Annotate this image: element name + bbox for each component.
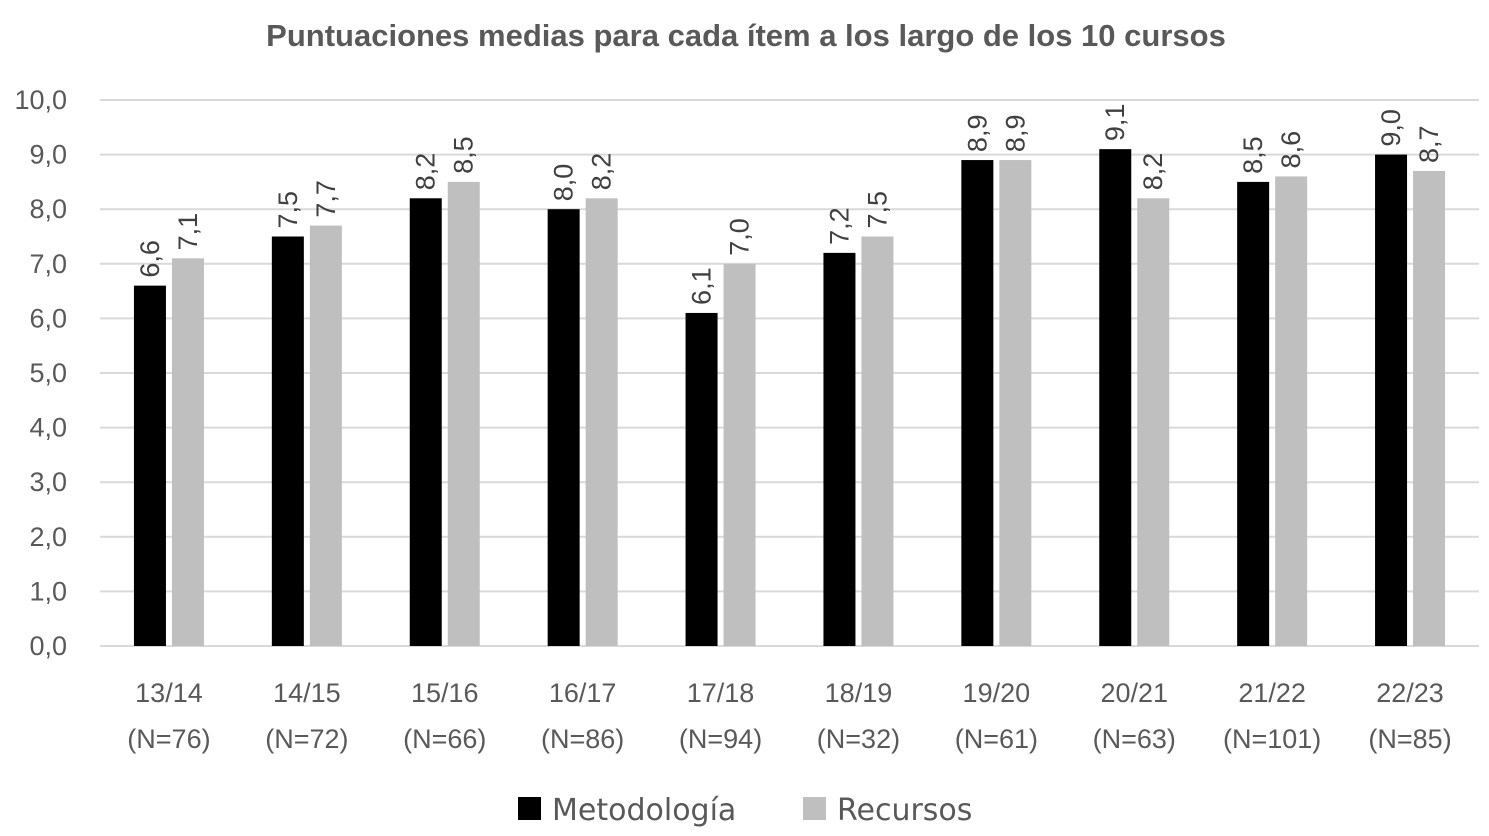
bar-recursos-17-18 (723, 263, 756, 646)
y-tick-label: 1,0 (29, 576, 67, 606)
x-tick-label-n: (N=94) (679, 724, 762, 754)
bar-recursos-20-21 (1137, 198, 1170, 646)
data-label: 6,6 (135, 240, 165, 278)
x-tick-label-n: (N=32) (817, 724, 900, 754)
x-tick-label-year: 17/18 (687, 678, 755, 708)
x-axis-ticks: 13/14 (N=76) 14/15 (N=72) 15/16 (N=66) 16/17 (N… (127, 678, 1451, 754)
bars (133, 149, 1446, 647)
x-tick-label-n: (N=86) (541, 724, 624, 754)
data-label: 8,7 (1414, 125, 1444, 163)
data-label: 7,1 (173, 213, 203, 251)
x-tick-label-year: 21/22 (1238, 678, 1306, 708)
data-label: 7,0 (725, 218, 755, 256)
bar-recursos-16-17 (585, 198, 618, 646)
y-tick-label: 5,0 (29, 358, 67, 388)
bar-metodologa-15-16 (409, 198, 442, 646)
legend-swatch-metodologia (518, 797, 541, 820)
x-tick-label-year: 13/14 (135, 678, 203, 708)
legend-label-recursos: Recursos (837, 793, 972, 828)
data-label: 8,5 (449, 136, 479, 174)
x-tick-label-year: 22/23 (1376, 678, 1444, 708)
data-label: 6,1 (687, 267, 717, 305)
bar-recursos-15-16 (447, 181, 480, 646)
legend-swatch-recursos (803, 797, 826, 820)
x-tick-label-year: 19/20 (963, 678, 1031, 708)
data-label: 7,7 (311, 180, 341, 218)
x-tick-label-n: (N=101) (1223, 724, 1321, 754)
bar-metodologa-20-21 (1099, 149, 1132, 646)
y-tick-label: 7,0 (29, 249, 67, 279)
data-label: 8,2 (587, 153, 617, 191)
x-tick-label-year: 14/15 (273, 678, 341, 708)
y-tick-label: 6,0 (29, 303, 67, 333)
x-tick-label-year: 15/16 (411, 678, 479, 708)
x-tick-label-n: (N=63) (1093, 724, 1176, 754)
data-label: 8,6 (1276, 131, 1306, 169)
chart-title: Puntuaciones medias para cada ítem a los… (266, 18, 1226, 53)
bar-metodologa-19-20 (961, 160, 994, 646)
y-axis-ticks: 0,0 1,0 2,0 3,0 4,0 5,0 6,0 7,0 8,0 9,0 10,0 (14, 85, 67, 661)
data-label: 8,2 (411, 153, 441, 191)
y-tick-label: 0,0 (29, 631, 67, 661)
bar-recursos-13-14 (171, 258, 204, 646)
x-tick-label-year: 18/19 (825, 678, 893, 708)
bar-recursos-14-15 (309, 225, 342, 646)
y-tick-label: 2,0 (29, 522, 67, 552)
data-label: 8,9 (1000, 115, 1030, 153)
x-tick-label-n: (N=72) (265, 724, 348, 754)
data-label: 8,9 (962, 115, 992, 153)
bar-metodologa-16-17 (547, 209, 580, 646)
data-label: 8,2 (1138, 153, 1168, 191)
data-label: 7,5 (273, 191, 303, 229)
bar-metodologa-14-15 (271, 236, 304, 646)
data-label: 7,5 (862, 191, 892, 229)
bar-recursos-21-22 (1275, 176, 1308, 646)
y-tick-label: 10,0 (14, 85, 67, 115)
bar-recursos-22-23 (1413, 170, 1446, 647)
y-tick-label: 4,0 (29, 413, 67, 443)
data-labels: 6,6 7,1 7,5 7,7 8,2 8,5 8,0 8,2 6,1 7,0 7,2 7,5 8,9 8… (135, 104, 1444, 305)
x-tick-label-year: 20/21 (1100, 678, 1168, 708)
data-label: 9,0 (1376, 109, 1406, 147)
data-label: 7,2 (824, 207, 854, 245)
y-tick-label: 9,0 (29, 140, 67, 170)
x-tick-label-n: (N=76) (127, 724, 210, 754)
bar-metodologa-21-22 (1237, 181, 1270, 646)
x-tick-label-year: 16/17 (549, 678, 617, 708)
y-tick-label: 3,0 (29, 467, 67, 497)
x-tick-label-n: (N=61) (955, 724, 1038, 754)
bar-recursos-19-20 (999, 160, 1032, 646)
bar-metodologa-17-18 (685, 312, 718, 646)
x-tick-label-n: (N=85) (1368, 724, 1451, 754)
y-tick-label: 8,0 (29, 194, 67, 224)
data-label: 8,5 (1238, 136, 1268, 174)
legend: Metodología Recursos (518, 793, 972, 828)
bar-metodologa-22-23 (1375, 154, 1408, 646)
x-tick-label-n: (N=66) (403, 724, 486, 754)
data-label: 8,0 (549, 164, 579, 202)
legend-label-metodologia: Metodología (552, 793, 736, 828)
gridlines (100, 99, 1479, 647)
bar-metodologa-18-19 (823, 252, 856, 646)
bar-recursos-18-19 (861, 236, 894, 646)
data-label: 9,1 (1100, 104, 1130, 142)
bar-metodologa-13-14 (133, 285, 166, 646)
